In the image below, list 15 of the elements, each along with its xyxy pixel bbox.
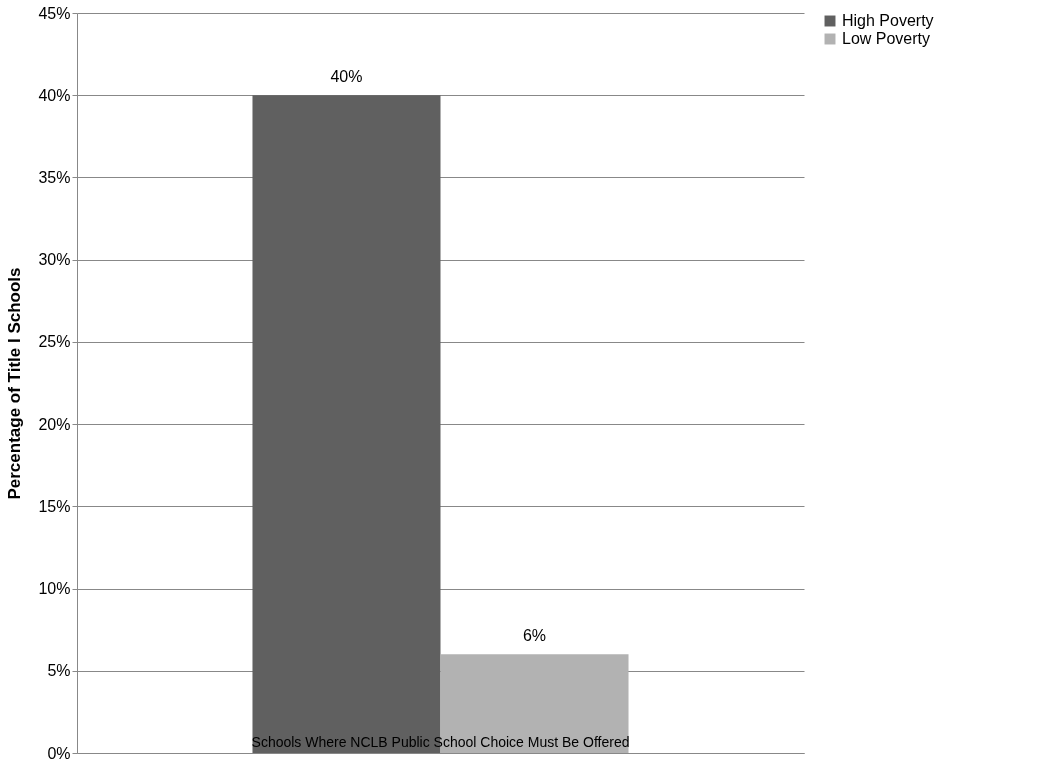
y-tick-label: 45% [38, 4, 71, 22]
y-tick-label: 30% [38, 251, 71, 269]
y-tick-label: 15% [38, 497, 71, 515]
data-label: 40% [330, 68, 363, 86]
y-tick-label: 10% [38, 580, 71, 598]
data-label: 6% [522, 627, 547, 645]
y-axis-title: Percentage of Title I Schools [5, 267, 25, 500]
y-tick-label: 20% [38, 415, 71, 433]
legend-label: Low Poverty [842, 30, 931, 47]
y-tick-label: 35% [38, 168, 71, 186]
legend-label: High Poverty [842, 12, 934, 29]
y-tick-label: 0% [47, 744, 71, 762]
y-tick-label: 5% [47, 662, 71, 680]
y-tick-label: 25% [38, 333, 71, 351]
y-tick-label: 40% [38, 86, 71, 104]
